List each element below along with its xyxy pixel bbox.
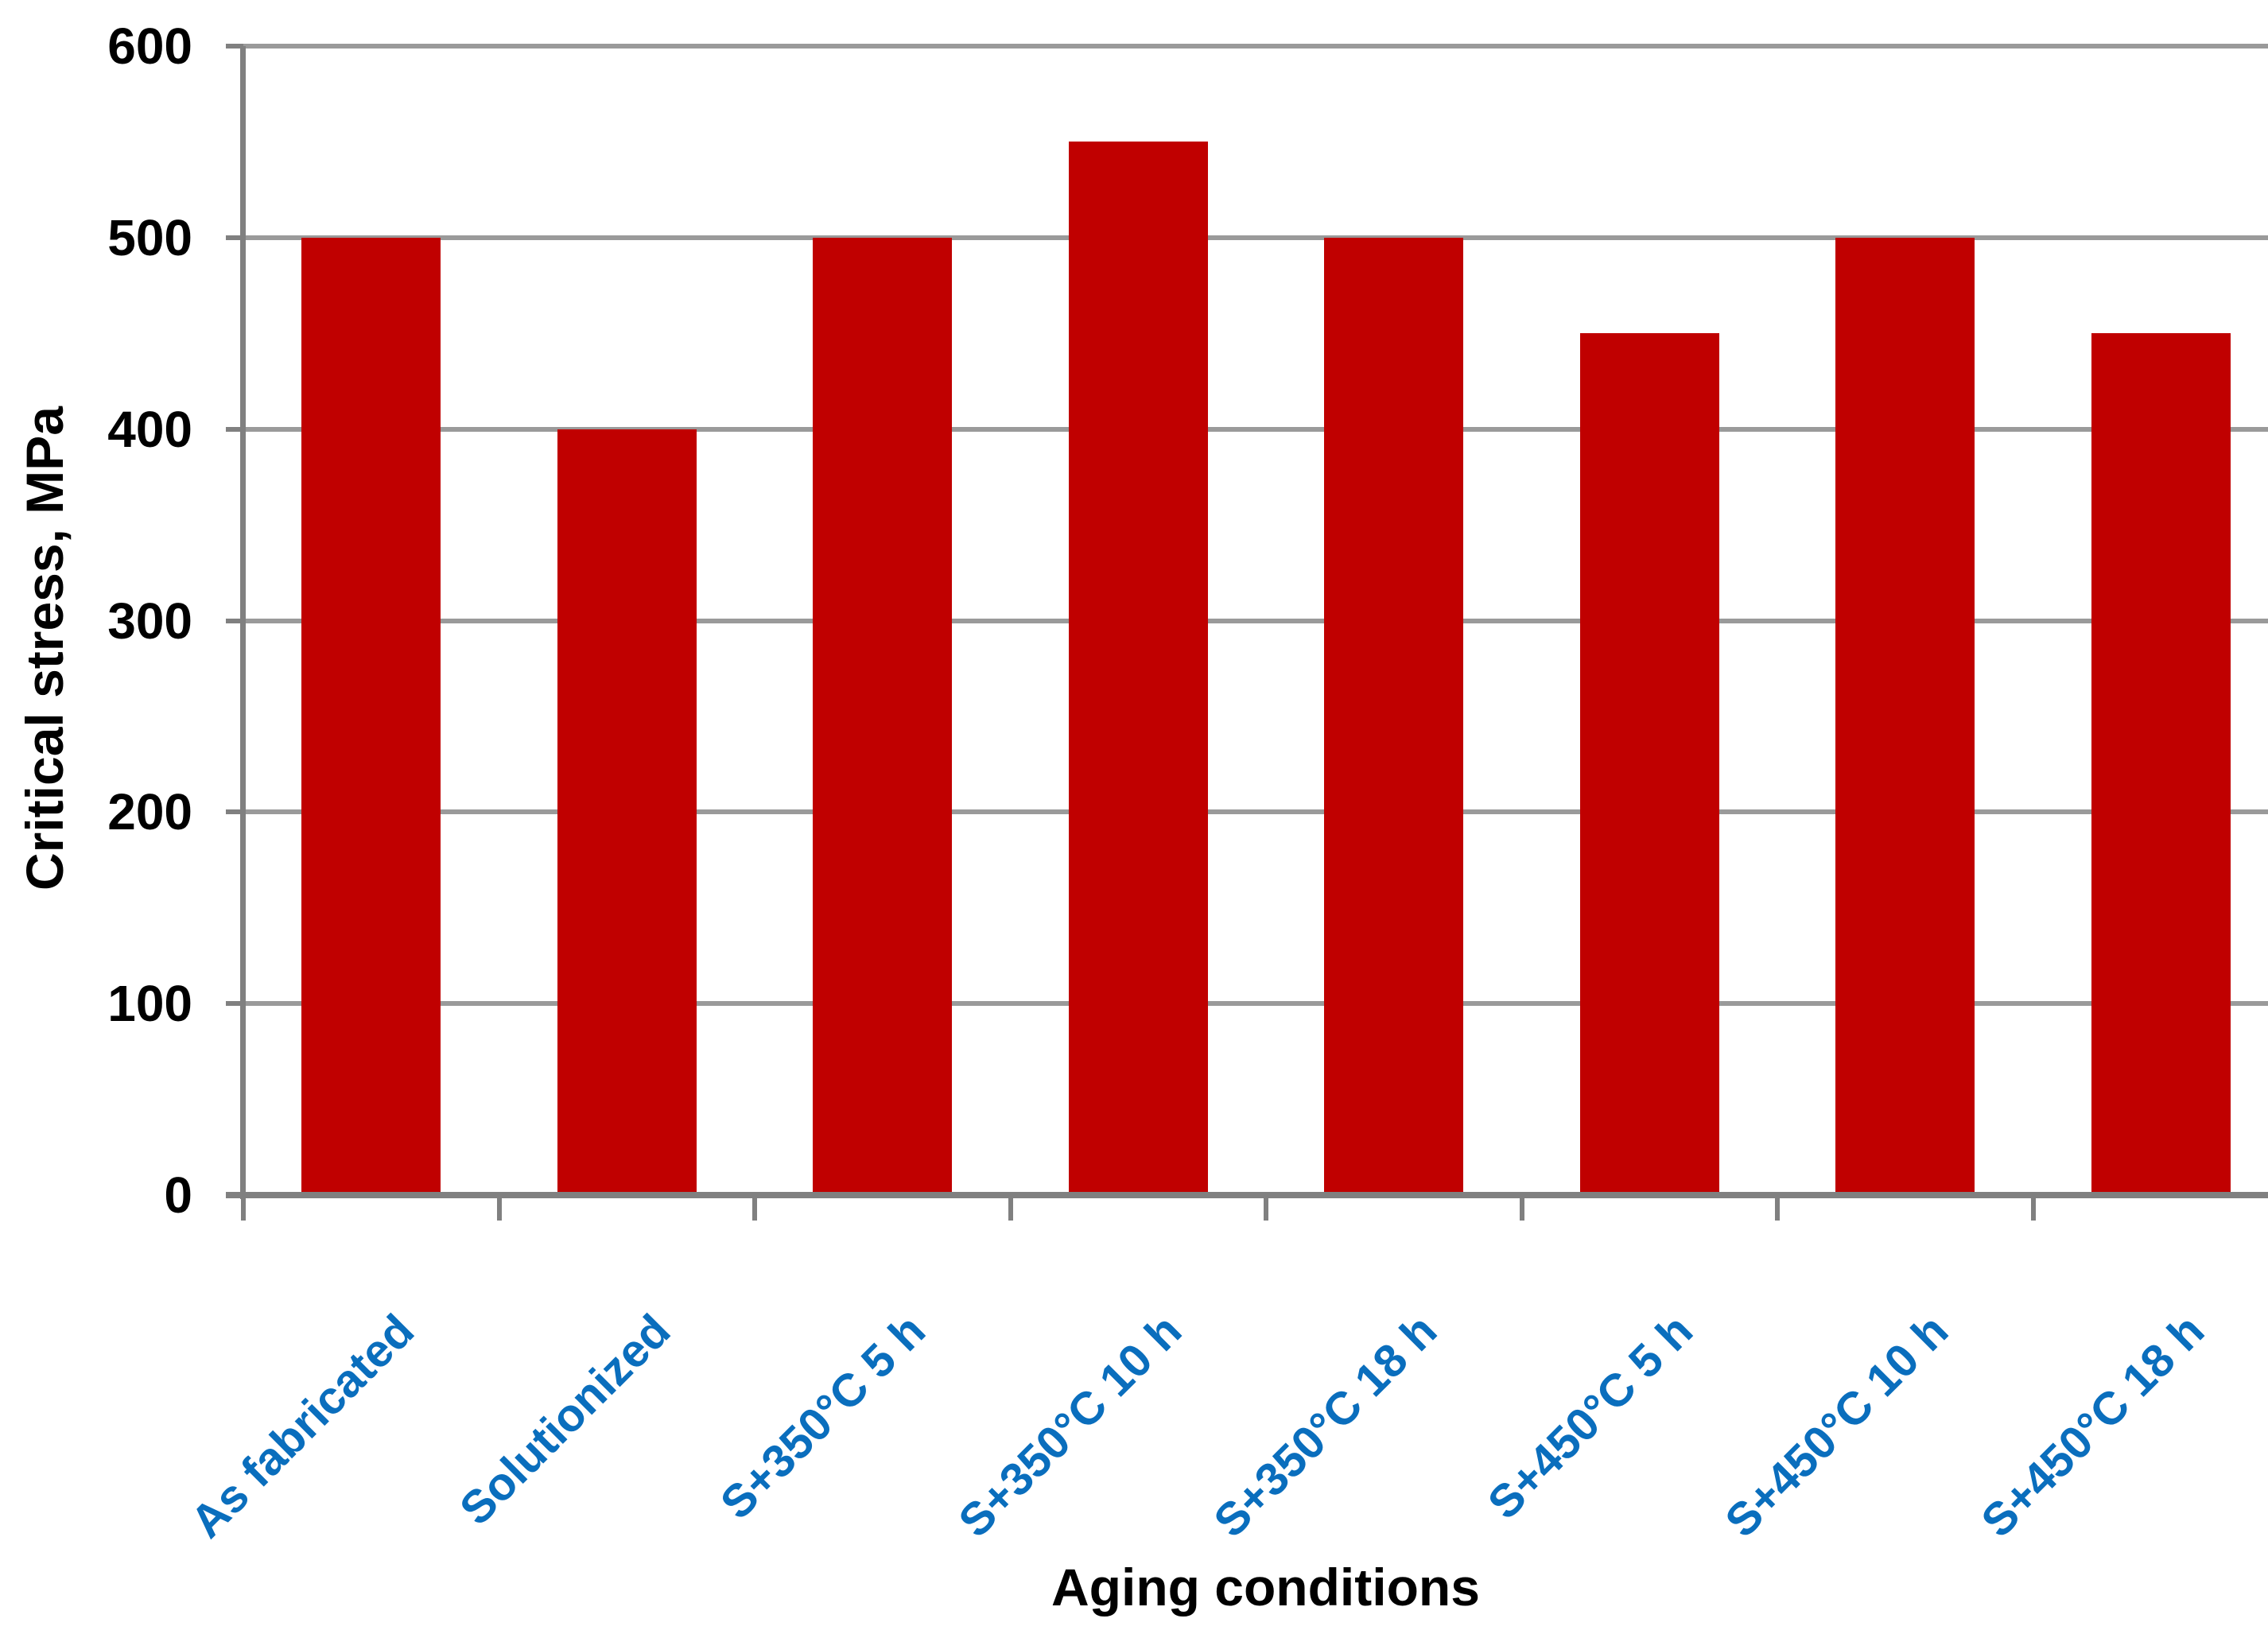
x-tick-2 [752,1198,757,1221]
x-category-label: S+450°C 5 h [1478,1304,1703,1530]
y-tick-100 [226,1001,243,1007]
x-tick-5 [1519,1198,1524,1221]
y-tick-500 [226,235,243,240]
bar-S+450°C 5 h [1579,333,1719,1195]
x-category-label: S+350°C 5 h [711,1304,936,1530]
gridline-100 [243,1001,2268,1007]
bar-S+450°C 10 h [1835,237,1975,1195]
y-tick-label-100: 100 [107,975,192,1033]
x-category-label: As fabricated [181,1304,425,1548]
x-tick-6 [1775,1198,1780,1221]
gridline-400 [243,426,2268,432]
y-axis-line [240,46,246,1199]
y-tick-label-400: 400 [107,400,192,458]
y-tick-label-600: 600 [107,17,192,75]
gridline-500 [243,235,2268,240]
x-category-label: S+450°C 10 h [1715,1304,1959,1547]
y-tick-label-500: 500 [107,208,192,266]
y-tick-label-300: 300 [107,592,192,650]
x-axis-title: Aging conditions [1051,1558,1480,1617]
x-tick-0 [241,1198,246,1221]
x-tick-1 [496,1198,502,1221]
bar-As fabricated [301,237,441,1195]
bar-S+350°C 5 h [813,237,953,1195]
x-category-label: S+450°C 18 h [1971,1304,2214,1547]
bar-Solutionized [557,429,697,1195]
x-tick-4 [1264,1198,1268,1221]
bar-S+350°C 18 h [1324,237,1464,1195]
bar-S+350°C 10 h [1068,142,1208,1195]
y-tick-300 [226,618,243,623]
y-tick-label-200: 200 [107,783,192,841]
x-category-label: S+350°C 10 h [948,1304,1191,1547]
y-tick-200 [226,809,243,815]
x-category-label: S+350°C 18 h [1204,1304,1447,1547]
gridline-600 [243,44,2268,49]
gridline-200 [243,809,2268,815]
x-tick-3 [1008,1198,1013,1221]
x-category-label: Solutionized [449,1304,680,1535]
y-axis-title: Critical stress, MPa [15,406,74,891]
y-tick-400 [226,426,243,432]
bar-S+450°C 18 h [2091,333,2231,1195]
x-axis-line [226,1192,2268,1198]
y-tick-label-0: 0 [164,1166,192,1224]
gridline-300 [243,618,2268,623]
x-tick-7 [2030,1198,2036,1221]
y-tick-600 [226,44,243,49]
